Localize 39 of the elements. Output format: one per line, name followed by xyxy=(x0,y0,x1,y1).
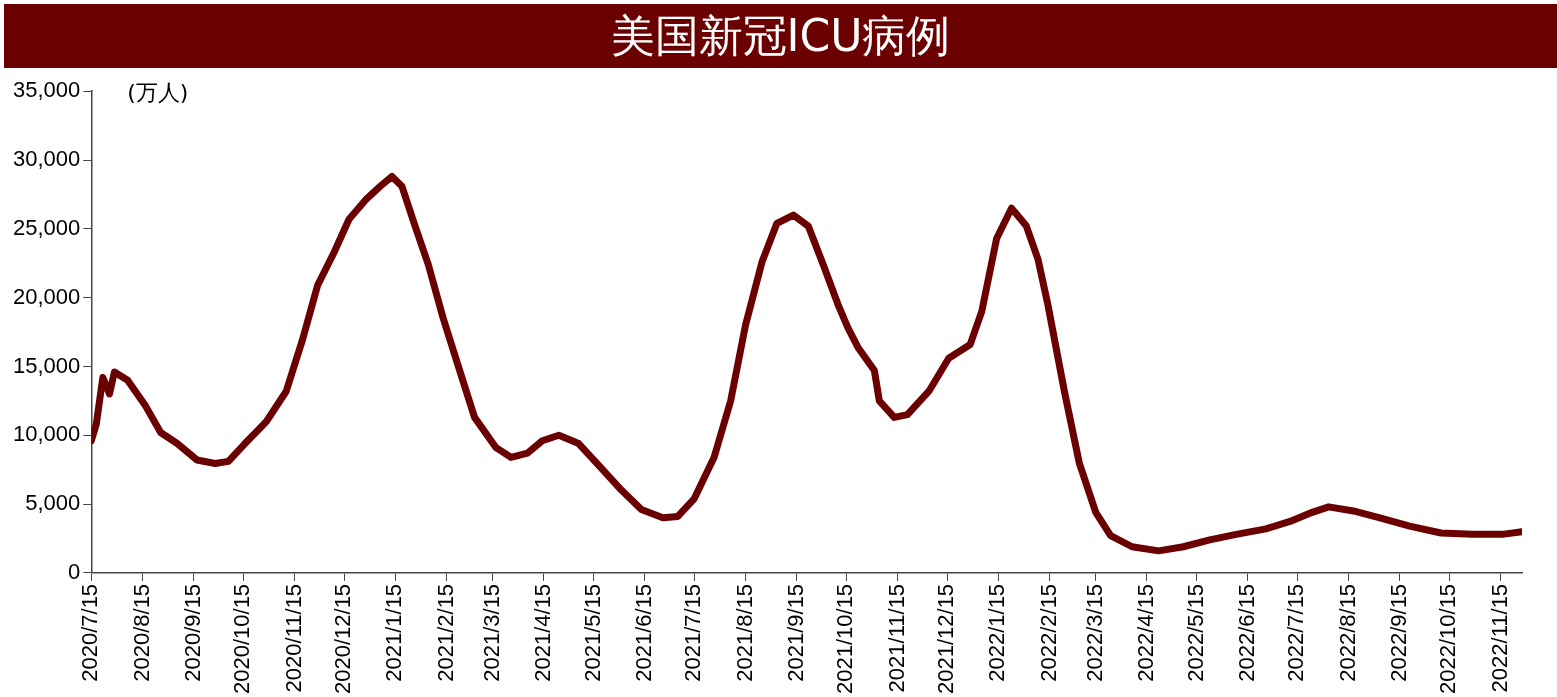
y-tick-label: 0 xyxy=(68,558,81,584)
x-tick-label: 2022/4/15 xyxy=(1133,583,1159,682)
x-tick-label: 2020/10/15 xyxy=(229,583,255,694)
x-tick-label: 2022/6/15 xyxy=(1233,583,1259,682)
x-tick-label: 2021/9/15 xyxy=(782,583,808,682)
y-tick-label: 20,000 xyxy=(12,283,81,309)
x-tick-label: 2022/1/15 xyxy=(984,583,1010,682)
x-tick-label: 2022/5/15 xyxy=(1182,583,1208,682)
x-tick-label: 2022/8/15 xyxy=(1334,583,1360,682)
x-tick-label: 2020/12/15 xyxy=(330,583,356,694)
x-tick-label: 2020/9/15 xyxy=(179,583,205,682)
y-axis-title: (万人) xyxy=(127,79,189,105)
x-tick-label: 2021/10/15 xyxy=(832,583,858,694)
x-tick-label: 2021/8/15 xyxy=(731,583,757,682)
x-tick-label: 2022/2/15 xyxy=(1035,583,1061,682)
y-tick-label: 5,000 xyxy=(25,490,81,516)
x-tick-label: 2021/5/15 xyxy=(579,583,605,682)
x-tick-label: 2021/3/15 xyxy=(478,583,504,682)
x-tick-label: 2021/11/15 xyxy=(883,583,909,693)
chart-title: 美国新冠ICU病例 xyxy=(4,4,1557,68)
y-tick-label: 10,000 xyxy=(12,421,81,447)
x-tick-label: 2022/11/15 xyxy=(1486,583,1512,693)
x-tick-label: 2021/1/15 xyxy=(381,583,407,682)
y-tick-label: 25,000 xyxy=(12,214,81,240)
x-tick-label: 2021/4/15 xyxy=(530,583,556,682)
x-tick-label: 2021/12/15 xyxy=(933,583,959,694)
y-tick-label: 35,000 xyxy=(12,77,81,103)
x-tick-label: 2021/2/15 xyxy=(432,583,458,682)
y-tick-label: 30,000 xyxy=(12,146,81,172)
x-tick-label: 2022/7/15 xyxy=(1283,583,1309,682)
y-tick-label: 15,000 xyxy=(12,352,81,378)
x-tick-label: 2021/6/15 xyxy=(630,583,656,682)
x-tick-label: 2020/7/15 xyxy=(77,583,103,682)
x-tick-label: 2022/3/15 xyxy=(1081,583,1107,682)
x-tick-label: 2021/7/15 xyxy=(680,583,706,682)
x-tick-label: 2022/9/15 xyxy=(1385,583,1411,682)
x-tick-label: 2020/8/15 xyxy=(128,583,154,682)
x-tick-label: 2022/10/15 xyxy=(1435,583,1461,694)
x-tick-label: 2020/11/15 xyxy=(280,583,306,693)
